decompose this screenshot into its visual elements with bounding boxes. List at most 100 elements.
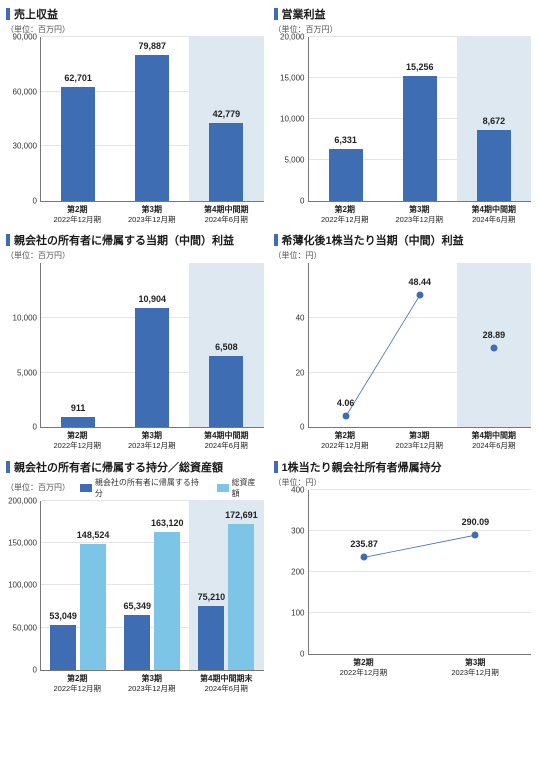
category-column: 911 [41,263,115,427]
y-tick-label: 0 [7,423,37,432]
x-tick-label: 第3期2023年12月期 [382,202,457,224]
title-accent-bar [274,234,278,246]
y-tick-label: 0 [7,665,37,674]
legend-item: 親会社の所有者に帰属する持分 [80,477,207,499]
bar-value-label: 8,672 [483,116,506,126]
legend-label: 親会社の所有者に帰属する持分 [95,477,207,499]
data-point [490,345,497,352]
x-label-line1: 第4期中間期 [189,431,264,441]
x-tick-label: 第2期2022年12月期 [308,202,383,224]
bar: 62,701 [61,87,95,201]
data-point [416,291,423,298]
bar-value-label: 148,524 [77,530,110,540]
chart-plot-area: 0100200300400235.87290.09 [308,490,532,655]
category-column: 62,701 [41,37,115,201]
x-label-line2: 2022年12月期 [40,215,115,224]
bar: 79,887 [135,55,169,201]
y-tick-label: 300 [275,526,305,535]
bar-value-label: 911 [71,403,86,413]
legend-label: 総資産額 [232,477,264,499]
title-accent-bar [6,461,10,473]
x-label-line1: 第2期 [40,205,115,215]
chart-panel-c4: 希薄化後1株当たり当期（中間）利益（単位：円）020404.0648.4428.… [274,232,532,450]
x-tick-label: 第4期中間期2024年6月期 [457,202,532,224]
bar-value-label: 62,701 [64,73,92,83]
chart-title: 希薄化後1株当たり当期（中間）利益 [282,232,464,248]
x-label-line1: 第3期 [115,674,190,684]
x-label-line2: 2022年12月期 [40,684,115,693]
x-label-line1: 第3期 [382,205,457,215]
y-tick-label: 0 [275,197,305,206]
bar-value-label: 6,508 [215,342,238,352]
chart-panel-c3: 親会社の所有者に帰属する当期（中間）利益（単位：百万円）05,00010,000… [6,232,264,450]
chart-unit: （単位：百万円） [6,250,70,261]
y-tick-label: 10,000 [7,314,37,323]
category-column: 10,904 [115,263,189,427]
bar: 6,508 [209,356,243,427]
point-value-label: 4.06 [337,398,355,408]
bar: 65,349 [124,615,150,670]
chart-title: 1株当たり親会社所有者帰属持分 [282,459,442,475]
x-label-line2: 2023年12月期 [382,441,457,450]
legend-item: 総資産額 [217,477,264,499]
chart-panel-c6: 1株当たり親会社所有者帰属持分（単位：円）0100200300400235.87… [274,459,532,693]
bar: 53,049 [50,625,76,670]
bar: 6,331 [329,149,363,201]
title-accent-bar [6,8,10,20]
x-label-line1: 第3期 [419,658,531,668]
y-tick-label: 90,000 [7,33,37,42]
y-tick-label: 20,000 [275,33,305,42]
chart-plot-area: 05,00010,00015,00020,0006,33115,2568,672 [308,37,532,202]
chart-panel-c2: 営業利益（単位：百万円）05,00010,00015,00020,0006,33… [274,6,532,224]
y-tick-label: 150,000 [7,539,37,548]
y-tick-label: 20 [275,368,305,377]
bar-value-label: 75,210 [198,592,226,602]
point-value-label: 290.09 [462,517,490,527]
x-tick-label: 第4期中間期2024年6月期 [189,428,264,450]
y-tick-label: 0 [7,197,37,206]
x-label-line2: 2022年12月期 [308,668,420,677]
x-tick-label: 第2期2022年12月期 [40,671,115,693]
bar-value-label: 172,691 [225,510,258,520]
point-value-label: 235.87 [350,539,378,549]
chart-plot-area: 030,00060,00090,00062,70179,88742,779 [40,37,264,202]
y-tick-label: 200,000 [7,496,37,505]
x-axis-labels: 第2期2022年12月期第3期2023年12月期第4期中間期2024年6月期 [308,428,532,450]
x-label-line1: 第4期中間期 [457,205,532,215]
x-label-line2: 2023年12月期 [115,441,190,450]
x-axis-labels: 第2期2022年12月期第3期2023年12月期第4期中間期2024年6月期 [308,202,532,224]
y-tick-label: 10,000 [275,115,305,124]
legend-swatch [80,484,92,492]
x-label-line1: 第4期中間期末 [189,674,264,684]
legend-swatch [217,484,229,492]
category-column: 79,887 [115,37,189,201]
x-label-line1: 第3期 [382,431,457,441]
y-tick-label: 0 [275,423,305,432]
x-label-line2: 2022年12月期 [308,215,383,224]
chart-title: 売上収益 [14,6,58,22]
bar-value-label: 65,349 [123,601,151,611]
category-column: 8,672 [457,37,531,201]
bar: 172,691 [228,524,254,670]
y-tick-label: 50,000 [7,623,37,632]
x-label-line1: 第2期 [40,431,115,441]
y-tick-label: 400 [275,485,305,494]
x-tick-label: 第4期中間期末2024年6月期 [189,671,264,693]
x-tick-label: 第2期2022年12月期 [40,202,115,224]
y-tick-label: 40 [275,314,305,323]
x-label-line1: 第4期中間期 [457,431,532,441]
y-tick-label: 30,000 [7,142,37,151]
x-tick-label: 第3期2023年12月期 [115,671,190,693]
x-label-line2: 2022年12月期 [308,441,383,450]
x-tick-label: 第4期中間期2024年6月期 [189,202,264,224]
plot-columns: 53,049148,52465,349163,12075,210172,691 [41,501,264,670]
x-tick-label: 第3期2023年12月期 [419,655,531,677]
x-tick-label: 第3期2023年12月期 [115,202,190,224]
category-column: 15,256 [383,37,457,201]
plot-columns: 911 10,904 6,508 [41,263,264,427]
bar-value-label: 163,120 [151,518,184,528]
line-overlay [309,490,532,654]
x-axis-labels: 第2期2022年12月期第3期2023年12月期第4期中間期末2024年6月期 [40,671,264,693]
x-label-line2: 2023年12月期 [419,668,531,677]
x-label-line2: 2024年6月期 [189,684,264,693]
